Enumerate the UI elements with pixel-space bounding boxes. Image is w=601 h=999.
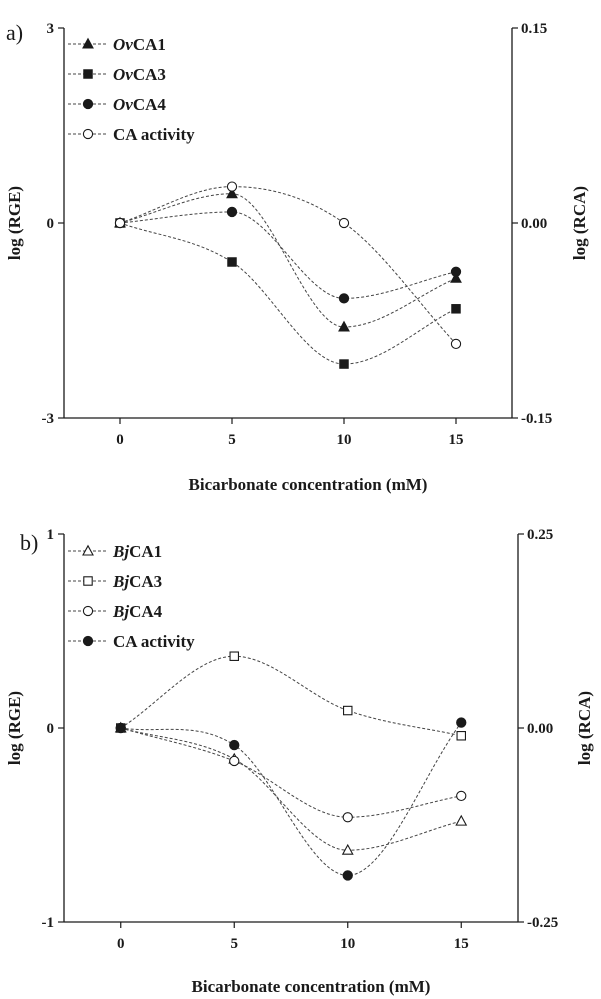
series-line [119,193,457,328]
data-point [339,359,349,369]
legend-label: OvCA4 [113,95,166,114]
data-point [451,304,461,314]
legend-label: OvCA3 [113,65,166,84]
y-axis-title: log (RGE) [5,691,24,765]
legend-marker [82,605,94,617]
x-tick-label: 10 [340,936,355,952]
series-line [120,722,462,876]
data-point [227,257,237,267]
legend-label: CA activity [113,125,195,144]
data-point [338,320,350,332]
series-line [119,222,457,365]
y2-tick-label: -0.15 [521,411,552,427]
data-point [229,651,240,661]
series-line [120,655,462,737]
x-tick-label: 5 [228,432,236,448]
y-axis-title: log (RGE) [5,186,24,260]
data-point [229,755,240,767]
panel-a-chart: a) 0 5 10 15 3 0 -3 0.15 0.00 -0.15 Bicarbonate con… [5,20,589,494]
data-point [456,790,467,802]
panel-label: a) [6,20,23,45]
legend: BjCA1 BjCA3 BjCA4 CA activity [68,542,195,651]
y2-tick-label: 0.00 [521,216,547,232]
y-tick-label: 1 [47,527,55,543]
y-tick-label: 0 [47,216,55,232]
y-tick-label: -3 [42,411,55,427]
series-line [120,727,462,818]
x-tick-label: 0 [117,936,125,952]
series-line [120,727,462,851]
legend-label: BjCA1 [112,542,162,561]
data-point [229,739,240,751]
data-point [226,181,238,192]
data-point [338,293,350,304]
data-point [226,206,238,218]
x-tick-label: 15 [454,936,469,952]
x-axis-title: Bicarbonate concentration (mM) [189,475,428,494]
x-tick-label: 5 [231,936,239,952]
data-point [342,870,353,881]
data-point [456,717,467,728]
legend-marker [83,576,93,586]
x-tick-label: 10 [337,432,352,448]
legend-marker [82,128,94,140]
data-point [342,705,353,716]
y2-tick-label: 0.15 [521,21,547,37]
x-tick-label: 0 [116,432,124,448]
data-point [115,722,126,734]
legend-label: BjCA4 [112,602,163,621]
series-line [119,211,457,299]
data-point [450,271,462,283]
y-tick-label: 3 [47,21,55,37]
y-tick-label: -1 [42,915,55,931]
y2-tick-label: 0.25 [527,527,553,543]
data-point [114,217,126,229]
legend-marker [82,635,94,647]
data-point [338,217,350,229]
legend-marker [82,37,94,49]
data-point [226,187,238,199]
x-tick-label: 15 [449,432,464,448]
y2-axis-title: log (RCA) [575,691,594,765]
legend-marker [83,69,93,79]
data-point [341,843,354,855]
data-point [342,812,353,823]
data-point [450,266,462,277]
panel-label: b) [20,530,38,555]
y-tick-label: 0 [47,721,55,737]
data-point [455,814,468,826]
legend: OvCA1 OvCA3 OvCA4 CA activity [68,35,195,144]
x-axis-title: Bicarbonate concentration (mM) [192,977,431,996]
legend-label: CA activity [113,632,195,651]
series-line [119,186,457,345]
y2-tick-label: -0.25 [527,915,558,931]
data-point [450,338,462,350]
y2-tick-label: 0.00 [527,721,553,737]
legend-marker [82,98,94,110]
legend-label: BjCA3 [112,572,162,591]
legend-label: OvCA1 [113,35,166,54]
y2-axis-title: log (RCA) [570,186,589,260]
data-point [456,731,466,741]
legend-marker [82,544,94,556]
